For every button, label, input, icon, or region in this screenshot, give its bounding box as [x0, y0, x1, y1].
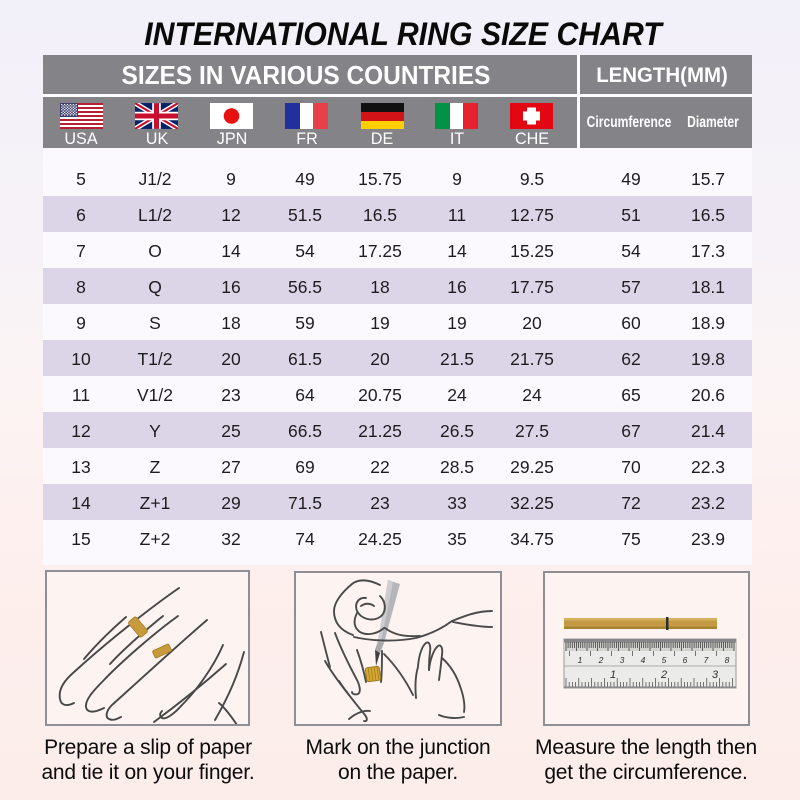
svg-text:1: 1 — [578, 655, 583, 665]
svg-text:2: 2 — [598, 655, 604, 665]
svg-text:8: 8 — [725, 655, 730, 665]
svg-text:4: 4 — [641, 655, 646, 665]
svg-text:3: 3 — [712, 669, 719, 681]
svg-text:7: 7 — [704, 655, 709, 665]
svg-text:3: 3 — [620, 655, 625, 665]
svg-text:2: 2 — [660, 669, 667, 681]
svg-text:6: 6 — [683, 655, 688, 665]
svg-text:1: 1 — [610, 669, 616, 681]
svg-text:5: 5 — [662, 655, 667, 665]
